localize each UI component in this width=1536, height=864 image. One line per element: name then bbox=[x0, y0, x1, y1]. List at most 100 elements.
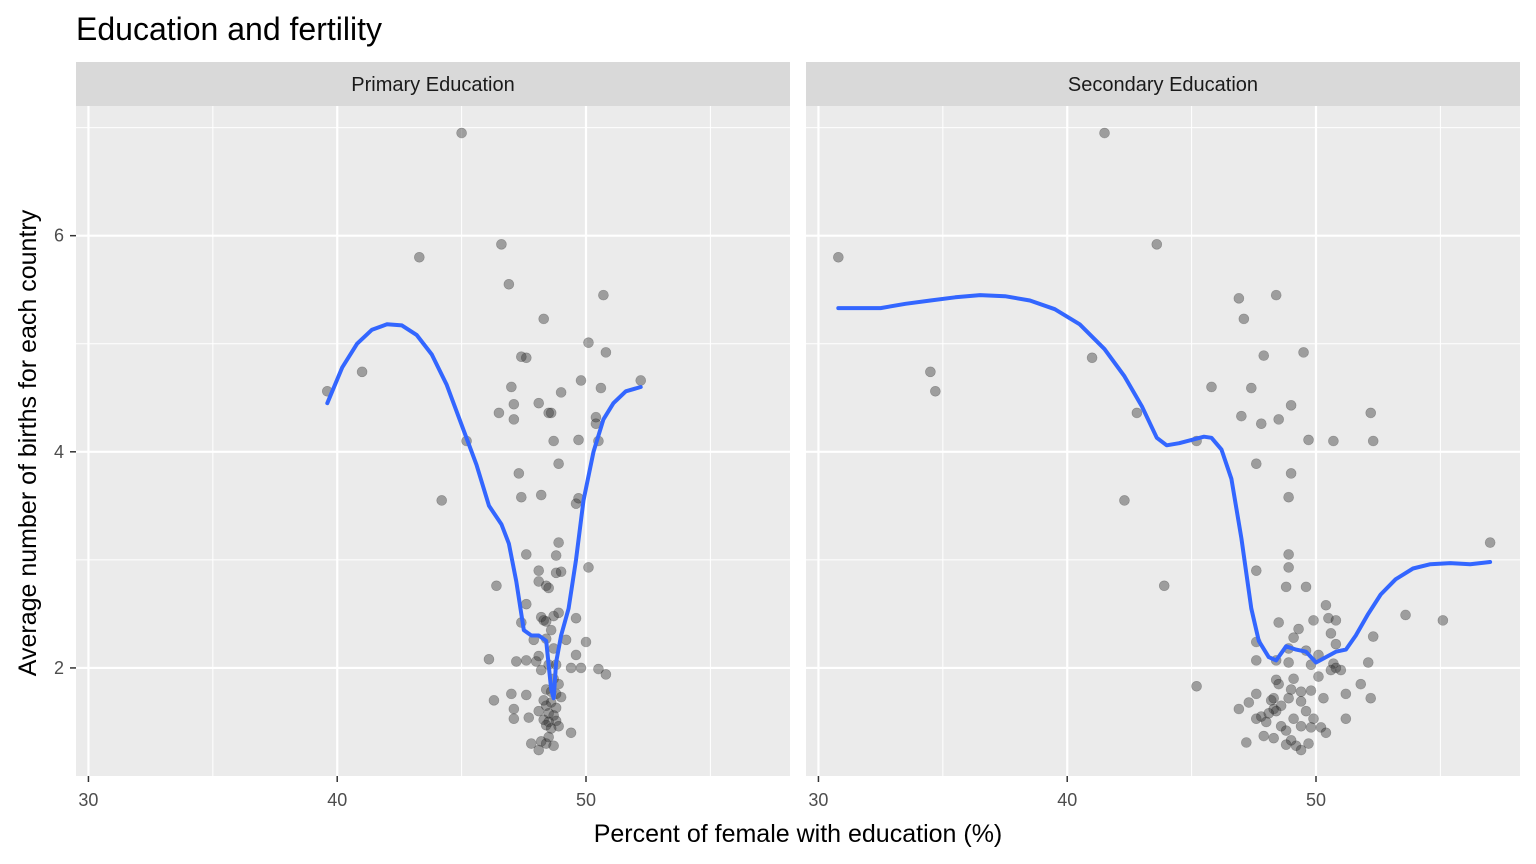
data-point bbox=[540, 700, 552, 712]
data-point bbox=[1335, 664, 1347, 676]
data-point bbox=[1270, 705, 1282, 717]
x-tick-label: 30 bbox=[808, 790, 828, 810]
data-point bbox=[1246, 382, 1257, 394]
data-point bbox=[513, 468, 525, 479]
data-point bbox=[1151, 239, 1163, 250]
data-point bbox=[520, 549, 532, 560]
facet-strip bbox=[806, 62, 1520, 106]
data-point bbox=[483, 653, 495, 665]
data-point bbox=[553, 720, 564, 732]
data-point bbox=[533, 565, 545, 576]
data-point bbox=[530, 656, 542, 667]
x-tick-label: 50 bbox=[1306, 790, 1326, 810]
data-point bbox=[548, 610, 559, 622]
data-point bbox=[540, 719, 552, 731]
data-point bbox=[1283, 491, 1294, 503]
data-point bbox=[543, 716, 554, 728]
data-point bbox=[930, 385, 941, 397]
data-point bbox=[543, 407, 554, 419]
data-point bbox=[1280, 581, 1292, 593]
data-point bbox=[1320, 599, 1332, 611]
facet-panel-2: Secondary Education 30 40 50 bbox=[806, 62, 1520, 810]
data-point bbox=[1328, 658, 1339, 669]
x-tick-label: 30 bbox=[78, 790, 98, 810]
data-point bbox=[1265, 695, 1277, 706]
y-tick-label: 2 bbox=[54, 658, 64, 678]
data-point bbox=[590, 411, 602, 423]
data-point bbox=[508, 398, 520, 410]
data-point bbox=[565, 662, 577, 674]
data-point bbox=[553, 607, 564, 619]
data-point bbox=[1320, 727, 1332, 739]
data-point bbox=[600, 669, 612, 680]
data-point bbox=[520, 689, 532, 701]
data-point bbox=[555, 566, 567, 578]
data-point bbox=[1131, 407, 1143, 419]
data-point bbox=[575, 375, 587, 386]
x-axis-title: Percent of female with education (%) bbox=[594, 820, 1003, 848]
data-point bbox=[525, 738, 537, 749]
data-point bbox=[1362, 657, 1374, 668]
data-point bbox=[1255, 418, 1267, 430]
data-point bbox=[535, 736, 547, 747]
data-point bbox=[1295, 720, 1307, 732]
data-point bbox=[1250, 713, 1262, 725]
data-point bbox=[1250, 458, 1262, 469]
data-point bbox=[543, 708, 554, 719]
data-point bbox=[511, 656, 522, 667]
data-point bbox=[535, 489, 547, 501]
data-point bbox=[1273, 617, 1284, 628]
data-point bbox=[1250, 688, 1262, 700]
data-point bbox=[1355, 678, 1367, 690]
data-point bbox=[595, 382, 607, 394]
data-point bbox=[1250, 565, 1262, 576]
data-point bbox=[1293, 623, 1304, 635]
data-point bbox=[1263, 708, 1275, 719]
data-point bbox=[533, 705, 545, 717]
data-point bbox=[508, 414, 520, 425]
data-point bbox=[533, 744, 545, 756]
data-point bbox=[545, 407, 557, 419]
data-point bbox=[580, 636, 592, 648]
data-point bbox=[1285, 684, 1297, 695]
data-point bbox=[1243, 697, 1255, 708]
data-point bbox=[1158, 580, 1170, 592]
data-point bbox=[1330, 662, 1342, 674]
y-axis-title: Average number of births for each countr… bbox=[14, 209, 42, 676]
data-point bbox=[436, 495, 448, 506]
data-point bbox=[598, 289, 609, 301]
data-point bbox=[1325, 628, 1337, 639]
data-point bbox=[1305, 685, 1317, 696]
data-point bbox=[1258, 350, 1270, 361]
data-point bbox=[1268, 703, 1280, 715]
data-point bbox=[540, 616, 552, 627]
data-point bbox=[1288, 713, 1299, 725]
data-point bbox=[1303, 738, 1314, 749]
data-point bbox=[1099, 127, 1110, 139]
data-point bbox=[1328, 435, 1339, 447]
data-point bbox=[1260, 716, 1272, 728]
data-point bbox=[520, 598, 532, 610]
data-point bbox=[1270, 289, 1282, 301]
data-point bbox=[1288, 632, 1299, 643]
data-point bbox=[1233, 293, 1245, 304]
data-point bbox=[553, 537, 564, 548]
data-point bbox=[548, 710, 559, 721]
data-point bbox=[548, 435, 559, 447]
data-point bbox=[545, 723, 557, 734]
data-point bbox=[1250, 655, 1262, 666]
data-point bbox=[1086, 352, 1098, 364]
data-point bbox=[1303, 434, 1314, 446]
data-point bbox=[1437, 615, 1449, 626]
data-point bbox=[1273, 678, 1284, 690]
data-point bbox=[488, 695, 500, 706]
data-point bbox=[1283, 549, 1294, 560]
data-point bbox=[545, 624, 557, 636]
data-point bbox=[496, 239, 507, 250]
facet-strip-label: Secondary Education bbox=[1068, 74, 1258, 96]
data-point bbox=[1300, 705, 1312, 717]
data-point bbox=[1295, 744, 1307, 756]
data-point bbox=[538, 313, 550, 325]
data-point bbox=[538, 714, 550, 726]
